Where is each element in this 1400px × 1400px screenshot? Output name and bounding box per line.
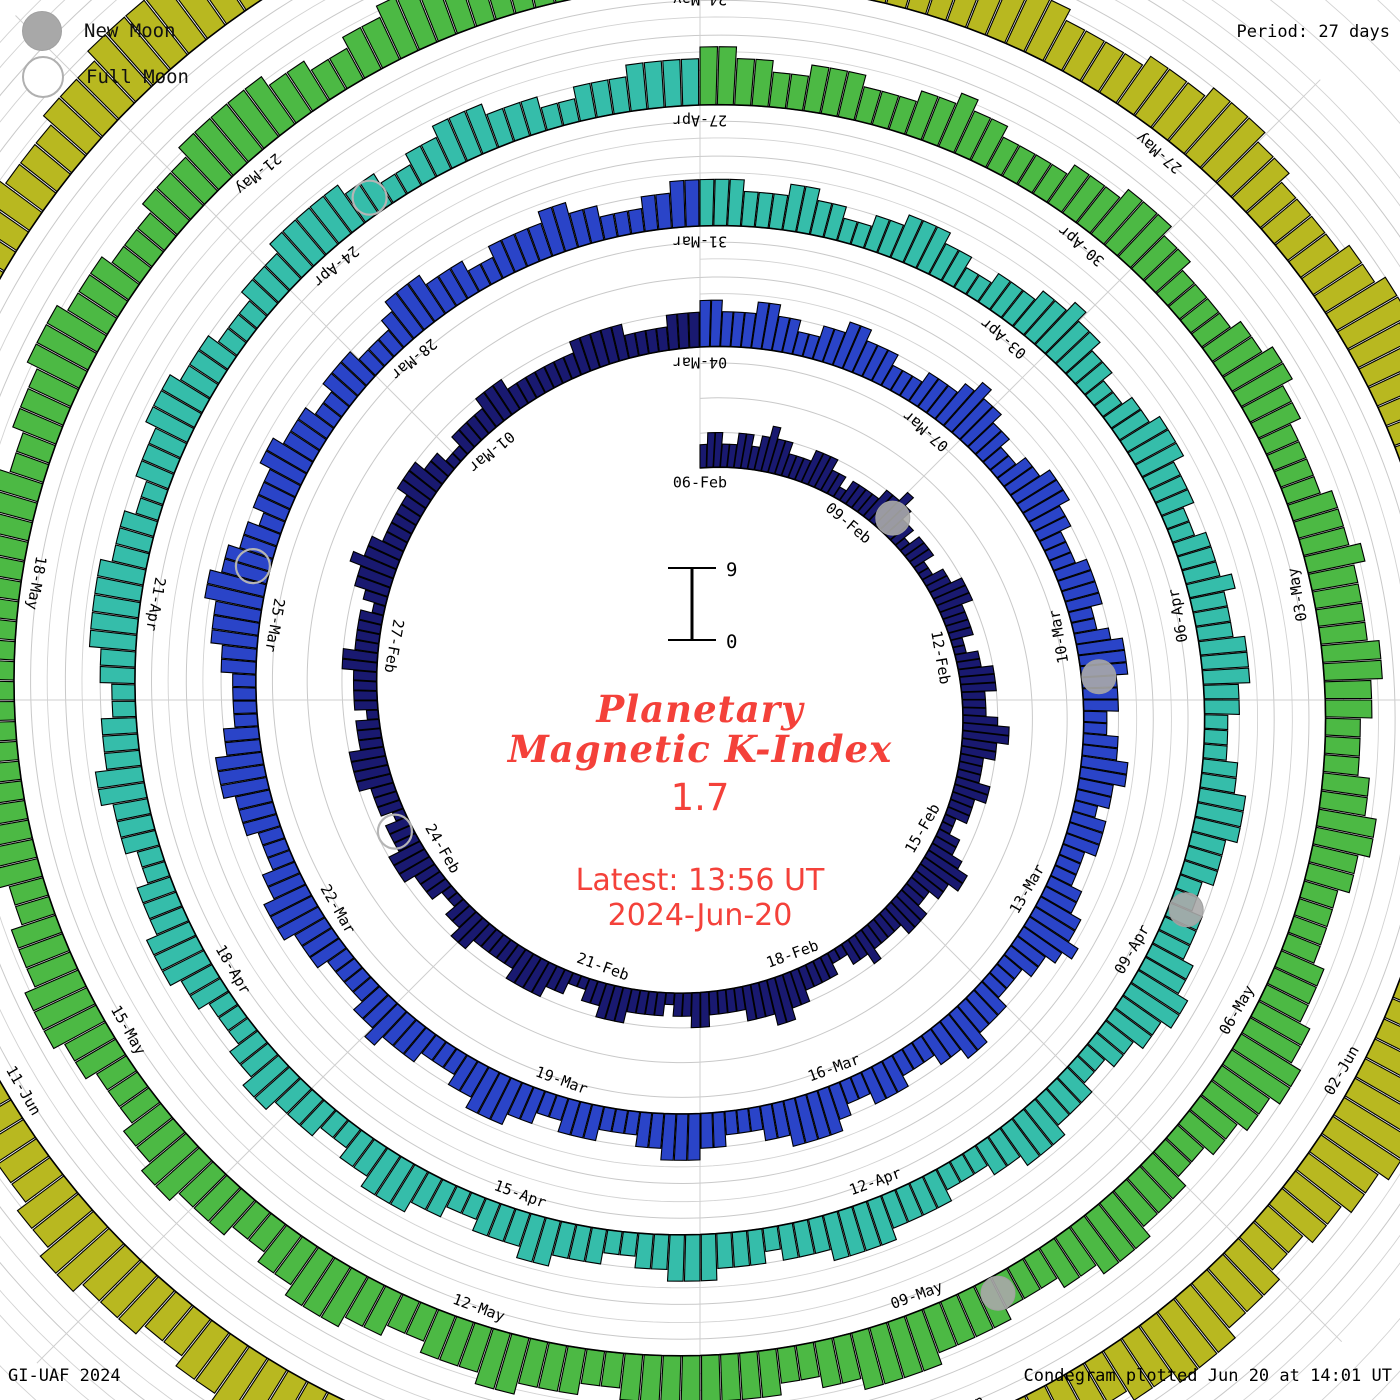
period-note: Period: 27 days [1236, 22, 1390, 42]
moon-legend: New Moon Full Moon [22, 8, 189, 100]
date-label: 25-Mar [261, 597, 288, 653]
date-label: 27-Feb [381, 618, 408, 674]
date-label: 06-Feb [673, 474, 727, 492]
new-moon-icon [22, 11, 62, 51]
new-moon-label: New Moon [84, 20, 176, 42]
date-label: 18-May [23, 555, 50, 611]
plotted-timestamp: Condegram plotted Jun 20 at 14:01 UT [1023, 1366, 1392, 1386]
date-label: 04-Mar [673, 354, 727, 372]
full-moon-icon [22, 56, 64, 98]
legend-item-new-moon: New Moon [22, 8, 189, 54]
date-label: 27-Apr [673, 112, 727, 130]
date-label: 06-Apr [1164, 587, 1191, 643]
date-label: 10-Mar [1045, 608, 1072, 664]
date-label: 31-Mar [673, 233, 727, 251]
date-label: 24-May [673, 0, 727, 9]
full-moon-label: Full Moon [86, 66, 189, 88]
date-label: 05-Jun [929, 1391, 986, 1400]
date-label: 21-Apr [142, 576, 169, 632]
credit-note: GI-UAF 2024 [8, 1366, 121, 1386]
scalebar-top-label: 9 [726, 559, 737, 581]
scalebar-bottom-label: 0 [726, 631, 737, 653]
legend-item-full-moon: Full Moon [22, 54, 189, 100]
moon-phase-markers [234, 179, 1204, 1311]
k-scale-bar: 9 0 [668, 559, 737, 653]
date-label: 03-May [1284, 566, 1311, 622]
